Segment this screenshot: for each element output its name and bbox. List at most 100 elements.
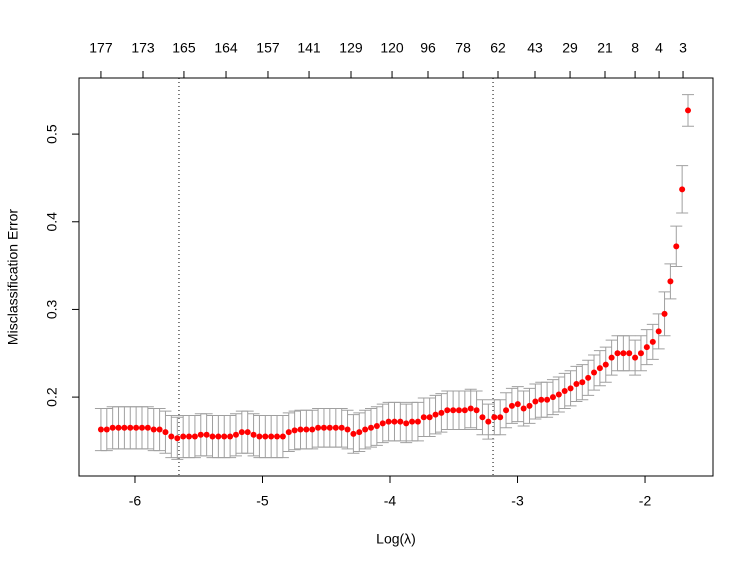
point <box>97 426 104 433</box>
point <box>679 186 686 193</box>
point <box>180 433 187 440</box>
point <box>549 394 556 401</box>
top-tick-label: 62 <box>490 40 506 56</box>
point <box>274 433 281 440</box>
point <box>174 435 181 442</box>
point <box>520 405 527 412</box>
x-tick-label: -2 <box>639 493 652 509</box>
point <box>467 405 474 412</box>
x-tick-label: -6 <box>129 493 142 509</box>
point <box>368 424 375 431</box>
point <box>227 433 234 440</box>
point <box>555 391 562 398</box>
top-tick-label: 96 <box>420 40 436 56</box>
point <box>320 424 327 431</box>
point <box>632 354 639 361</box>
point <box>450 407 457 414</box>
top-tick-label: 8 <box>631 40 639 56</box>
point <box>667 278 674 285</box>
point <box>561 387 568 394</box>
point <box>332 424 339 431</box>
point <box>197 431 204 438</box>
point <box>285 429 292 436</box>
point <box>649 338 656 345</box>
point <box>338 424 345 431</box>
x-tick-label: -4 <box>384 493 397 509</box>
point <box>508 402 515 409</box>
top-tick-label: 165 <box>172 40 196 56</box>
point <box>426 414 433 421</box>
point <box>491 414 498 421</box>
point <box>409 418 416 425</box>
x-tick-label: -5 <box>256 493 269 509</box>
point <box>203 431 210 438</box>
point <box>455 407 462 414</box>
point <box>602 361 609 368</box>
point <box>291 427 298 434</box>
point <box>497 414 504 421</box>
top-tick-label: 120 <box>380 40 404 56</box>
point <box>238 429 245 436</box>
point <box>344 426 351 433</box>
point <box>373 423 380 430</box>
point <box>303 426 310 433</box>
y-tick-label: 0.5 <box>44 124 60 144</box>
point <box>614 350 621 357</box>
point <box>479 414 486 421</box>
point <box>209 433 216 440</box>
point <box>326 424 333 431</box>
point <box>514 401 521 408</box>
point <box>485 418 492 425</box>
point <box>244 429 251 436</box>
point <box>661 310 668 317</box>
top-tick-label: 43 <box>527 40 543 56</box>
point <box>279 433 286 440</box>
x-tick-label: -3 <box>511 493 524 509</box>
point <box>414 418 421 425</box>
x-axis-label: Log(λ) <box>376 531 416 547</box>
point <box>461 407 468 414</box>
point <box>673 243 680 250</box>
point <box>420 414 427 421</box>
y-tick-label: 0.3 <box>44 299 60 319</box>
point <box>444 407 451 414</box>
point <box>643 344 650 351</box>
y-tick-label: 0.2 <box>44 387 60 407</box>
point <box>544 396 551 403</box>
plot-box <box>78 77 714 477</box>
y-tick-label: 0.4 <box>44 212 60 232</box>
top-tick-label: 157 <box>256 40 280 56</box>
point <box>532 398 539 405</box>
point <box>626 350 633 357</box>
point <box>637 350 644 357</box>
point <box>573 380 580 387</box>
point <box>567 385 574 392</box>
point <box>350 430 357 437</box>
point <box>103 426 110 433</box>
point <box>315 424 322 431</box>
top-tick-label: 164 <box>214 40 238 56</box>
point <box>397 418 404 425</box>
top-tick-label: 173 <box>131 40 155 56</box>
top-tick-label: 21 <box>597 40 613 56</box>
point <box>391 418 398 425</box>
point <box>268 433 275 440</box>
point <box>215 433 222 440</box>
point <box>620 350 627 357</box>
point <box>379 420 386 427</box>
point <box>655 328 662 335</box>
top-tick-label: 3 <box>679 40 687 56</box>
point <box>156 426 163 433</box>
point <box>191 433 198 440</box>
point <box>356 429 363 436</box>
point <box>538 396 545 403</box>
point <box>127 424 134 431</box>
y-axis-label: Misclassification Error <box>5 209 21 345</box>
point <box>168 433 175 440</box>
top-tick-label: 177 <box>89 40 113 56</box>
point <box>262 433 269 440</box>
point <box>133 424 140 431</box>
point <box>221 433 228 440</box>
point <box>162 429 169 436</box>
point <box>473 407 480 414</box>
